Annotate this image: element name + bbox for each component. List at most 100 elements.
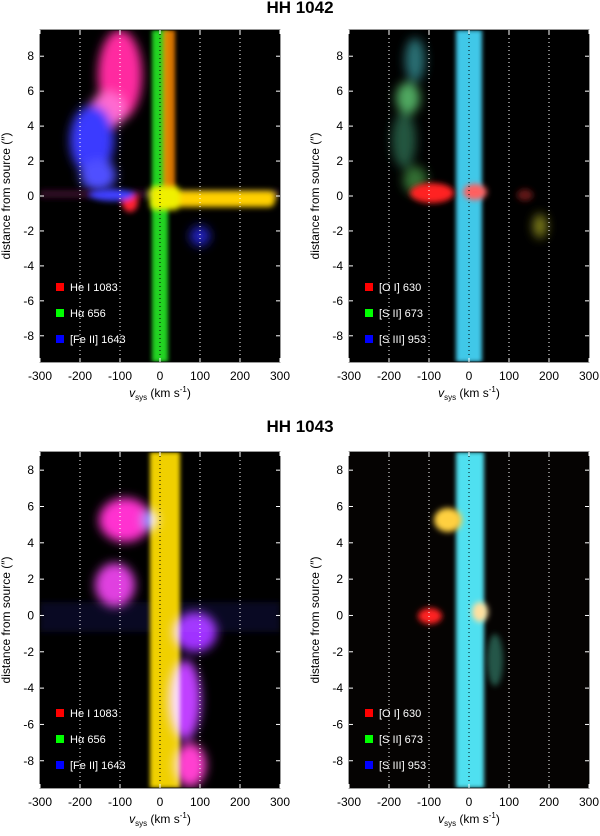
x-tick-label: 200 [539, 795, 559, 809]
legend-label: Hα 656 [70, 734, 106, 746]
x-tick-label: -100 [417, 369, 441, 383]
legend-swatch [56, 309, 64, 317]
y-tick-label: -4 [332, 681, 343, 695]
y-tick-label: 0 [336, 189, 343, 203]
x-tick-label: 0 [157, 795, 164, 809]
spectral-emission-image [418, 452, 503, 788]
legend-label: [O I] 630 [379, 282, 421, 294]
legend-label: [S II] 673 [379, 734, 423, 746]
y-tick-label: 2 [27, 154, 34, 168]
y-tick-label: -8 [332, 754, 343, 768]
y-tick-label: -6 [332, 717, 343, 731]
x-tick-label: -300 [337, 795, 361, 809]
y-tick-label: 2 [27, 572, 34, 586]
x-tick-label: -200 [68, 369, 92, 383]
x-tick-label: 100 [499, 369, 519, 383]
gridlines-x [79, 30, 241, 362]
legend-label: [O I] 630 [379, 708, 421, 720]
y-tick-label: 0 [336, 608, 343, 622]
x-tick-label: 0 [466, 795, 473, 809]
panel-hh1042-left [39, 29, 281, 363]
y-tick-label: -8 [332, 329, 343, 343]
x-tick-label: 200 [230, 369, 250, 383]
y-tick-label: 8 [27, 463, 34, 477]
legend-label: [Fe II] 1643 [70, 760, 126, 772]
y-tick-label: -8 [23, 329, 34, 343]
y-tick-label: 2 [336, 572, 343, 586]
x-tick-label: -100 [108, 795, 132, 809]
legend-swatch [56, 735, 64, 743]
x-tick-label: -200 [377, 369, 401, 383]
legend-swatch [365, 335, 373, 343]
y-tick-label: 6 [336, 84, 343, 98]
legend-label: [Fe II] 1643 [70, 334, 126, 346]
x-tick-label: 100 [499, 795, 519, 809]
y-tick-label: 6 [27, 84, 34, 98]
figure-title-hh1043: HH 1043 [266, 417, 334, 436]
legend-swatch [56, 709, 64, 717]
y-tick-label: 4 [336, 536, 343, 550]
x-tick-label: 0 [157, 369, 164, 383]
x-tick-label: 100 [190, 369, 210, 383]
y-tick-label: 6 [27, 499, 34, 513]
x-tick-label: -300 [28, 369, 52, 383]
x-tick-label: 300 [579, 369, 599, 383]
x-tick-label: 100 [190, 795, 210, 809]
legend-label: He I 1083 [70, 282, 118, 294]
y-tick-label: 8 [336, 463, 343, 477]
x-tick-label: 200 [539, 369, 559, 383]
x-tick-label: 300 [270, 795, 290, 809]
y-tick-label: 0 [27, 189, 34, 203]
x-tick-label: -300 [337, 369, 361, 383]
legend-swatch [365, 309, 373, 317]
legend-swatch [365, 709, 373, 717]
x-tick-label: 0 [466, 369, 473, 383]
x-tick-label: -300 [28, 795, 52, 809]
x-axis-label: vsys (km s-1) [129, 385, 191, 402]
legend-swatch [365, 735, 373, 743]
x-tick-label: -200 [377, 795, 401, 809]
y-tick-label: -6 [23, 294, 34, 308]
y-axis-label: distance from source (″) [308, 557, 322, 684]
x-tick-label: -100 [417, 795, 441, 809]
legend-swatch [365, 283, 373, 291]
y-tick-label: -2 [332, 645, 343, 659]
legend-label: [S II] 673 [379, 308, 423, 320]
y-tick-label: -8 [23, 754, 34, 768]
legend-label: [S III] 953 [379, 334, 426, 346]
figure-title-hh1042: HH 1042 [266, 0, 334, 17]
legend-swatch [56, 761, 64, 769]
y-tick-label: 2 [336, 154, 343, 168]
axes-and-legends: -300 -200 -100 0 100 200 30086420-2-4-6-8vsys … [0, 30, 599, 828]
panel-hh1043-right [348, 451, 590, 789]
y-tick-label: -2 [23, 224, 34, 238]
y-axis-label: distance from source (″) [0, 133, 13, 260]
y-tick-label: 4 [27, 119, 34, 133]
legend-label: Hα 656 [70, 308, 106, 320]
x-tick-label: -100 [108, 369, 132, 383]
y-tick-label: 8 [27, 49, 34, 63]
y-tick-label: 4 [336, 119, 343, 133]
y-tick-label: 6 [336, 499, 343, 513]
y-tick-label: 4 [27, 536, 34, 550]
legend-swatch [56, 335, 64, 343]
y-tick-label: 0 [27, 608, 34, 622]
y-tick-label: -6 [23, 717, 34, 731]
y-tick-label: -2 [332, 224, 343, 238]
x-tick-label: -200 [68, 795, 92, 809]
x-tick-label: 200 [230, 795, 250, 809]
x-axis-label: vsys (km s-1) [438, 811, 500, 828]
y-tick-label: 8 [336, 49, 343, 63]
y-tick-label: -4 [23, 259, 34, 273]
legend-swatch [365, 761, 373, 769]
gridlines-x [79, 452, 241, 788]
panel-hh1043-left [39, 451, 281, 789]
panel-hh1042-right [348, 29, 590, 363]
y-tick-label: -2 [23, 645, 34, 659]
y-tick-label: -4 [23, 681, 34, 695]
legend-label: He I 1083 [70, 708, 118, 720]
legend-swatch [56, 283, 64, 291]
y-axis-label: distance from source (″) [0, 557, 13, 684]
gridlines-x [388, 30, 550, 362]
